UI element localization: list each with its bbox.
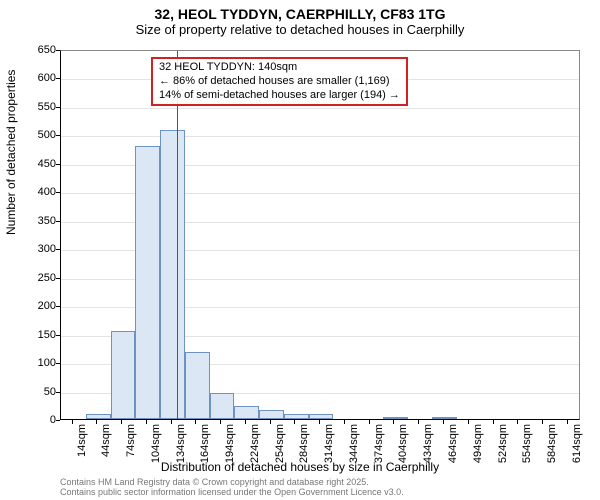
x-tick-label: 494sqm <box>472 424 484 464</box>
x-tick-label: 224sqm <box>249 424 261 464</box>
y-tick-label: 650 <box>16 44 56 56</box>
x-tick-label: 194sqm <box>224 424 236 464</box>
x-tick-mark <box>319 420 320 424</box>
y-tick-mark <box>56 107 60 108</box>
y-tick-label: 400 <box>16 186 56 198</box>
x-tick-mark <box>418 420 419 424</box>
y-tick-mark <box>56 164 60 165</box>
y-tick-label: 600 <box>16 72 56 84</box>
plot-area: 32 HEOL TYDDYN: 140sqm ← 86% of detached… <box>60 50 580 420</box>
y-axis-label: Number of detached properties <box>4 70 18 235</box>
histogram-bar <box>86 414 111 419</box>
y-tick-mark <box>56 249 60 250</box>
y-tick-label: 50 <box>16 386 56 398</box>
y-tick-mark <box>56 363 60 364</box>
y-tick-mark <box>56 278 60 279</box>
annotation-line: 32 HEOL TYDDYN: 140sqm <box>159 61 400 75</box>
y-tick-label: 500 <box>16 129 56 141</box>
y-tick-mark <box>56 135 60 136</box>
y-tick-label: 200 <box>16 300 56 312</box>
y-tick-label: 300 <box>16 243 56 255</box>
histogram-bar <box>284 414 309 419</box>
x-tick-mark <box>195 420 196 424</box>
y-tick-label: 100 <box>16 357 56 369</box>
x-tick-label: 464sqm <box>447 424 459 464</box>
footer-line: Contains public sector information licen… <box>60 488 404 498</box>
histogram-bar <box>309 414 334 419</box>
histogram-bar <box>234 406 259 419</box>
x-tick-label: 524sqm <box>497 424 509 464</box>
histogram-bar <box>259 410 284 419</box>
y-tick-label: 450 <box>16 158 56 170</box>
histogram-bar <box>383 417 408 419</box>
x-tick-mark <box>493 420 494 424</box>
x-tick-mark <box>468 420 469 424</box>
x-tick-mark <box>443 420 444 424</box>
x-tick-label: 284sqm <box>298 424 310 464</box>
x-tick-label: 374sqm <box>373 424 385 464</box>
gridline <box>61 108 579 109</box>
x-tick-label: 254sqm <box>274 424 286 464</box>
x-tick-mark <box>393 420 394 424</box>
x-tick-mark <box>369 420 370 424</box>
histogram-bar <box>135 146 160 419</box>
x-tick-mark <box>72 420 73 424</box>
annotation-line: 14% of semi-detached houses are larger (… <box>159 89 400 103</box>
annotation-box: 32 HEOL TYDDYN: 140sqm ← 86% of detached… <box>151 57 408 106</box>
y-tick-mark <box>56 335 60 336</box>
y-tick-mark <box>56 192 60 193</box>
x-tick-label: 344sqm <box>348 424 360 464</box>
x-tick-label: 614sqm <box>571 424 583 464</box>
x-tick-mark <box>171 420 172 424</box>
x-tick-label: 554sqm <box>521 424 533 464</box>
y-tick-mark <box>56 392 60 393</box>
chart-subtitle: Size of property relative to detached ho… <box>0 22 600 41</box>
y-tick-mark <box>56 78 60 79</box>
histogram-bar <box>210 393 235 419</box>
histogram-bar <box>160 130 185 419</box>
gridline <box>61 136 579 137</box>
y-tick-label: 0 <box>16 414 56 426</box>
y-tick-mark <box>56 420 60 421</box>
x-tick-mark <box>542 420 543 424</box>
x-tick-label: 14sqm <box>76 424 88 464</box>
x-tick-mark <box>567 420 568 424</box>
x-tick-mark <box>121 420 122 424</box>
x-tick-mark <box>220 420 221 424</box>
x-tick-mark <box>270 420 271 424</box>
x-tick-mark <box>245 420 246 424</box>
y-tick-label: 550 <box>16 101 56 113</box>
x-tick-label: 434sqm <box>422 424 434 464</box>
x-tick-label: 134sqm <box>175 424 187 464</box>
x-tick-mark <box>96 420 97 424</box>
x-tick-label: 314sqm <box>323 424 335 464</box>
x-tick-label: 44sqm <box>100 424 112 464</box>
y-tick-mark <box>56 306 60 307</box>
x-tick-label: 404sqm <box>397 424 409 464</box>
x-tick-mark <box>517 420 518 424</box>
y-tick-mark <box>56 221 60 222</box>
histogram-bar <box>111 331 136 419</box>
y-tick-label: 250 <box>16 272 56 284</box>
x-tick-label: 74sqm <box>125 424 137 464</box>
x-tick-label: 164sqm <box>199 424 211 464</box>
x-tick-mark <box>294 420 295 424</box>
y-tick-mark <box>56 50 60 51</box>
x-tick-mark <box>146 420 147 424</box>
footer-attribution: Contains HM Land Registry data © Crown c… <box>60 478 404 498</box>
annotation-line: ← 86% of detached houses are smaller (1,… <box>159 75 400 89</box>
x-tick-mark <box>344 420 345 424</box>
histogram-chart: 32, HEOL TYDDYN, CAERPHILLY, CF83 1TG Si… <box>0 0 600 500</box>
chart-title: 32, HEOL TYDDYN, CAERPHILLY, CF83 1TG <box>0 0 600 22</box>
y-tick-label: 350 <box>16 215 56 227</box>
histogram-bar <box>185 352 210 419</box>
x-tick-label: 104sqm <box>150 424 162 464</box>
x-tick-label: 584sqm <box>546 424 558 464</box>
histogram-bar <box>432 417 457 419</box>
y-tick-label: 150 <box>16 329 56 341</box>
